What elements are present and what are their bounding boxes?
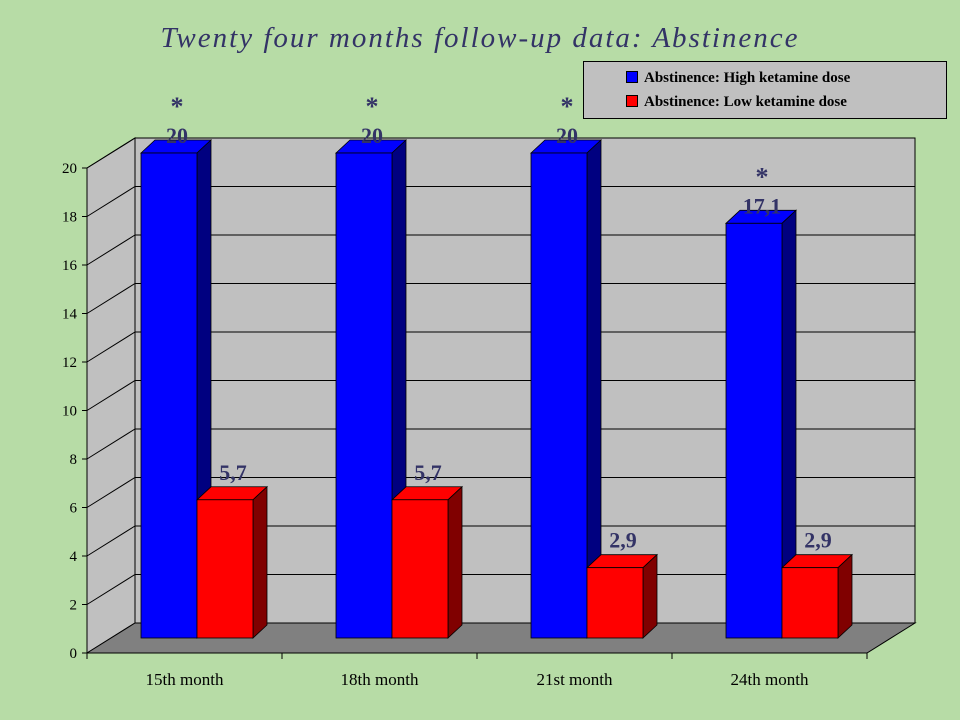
gridline: [86, 331, 915, 363]
bar-high-dose-0: [140, 152, 198, 639]
gridline: [86, 234, 915, 266]
significance-marker: *: [756, 162, 769, 191]
gridline: [86, 283, 915, 314]
legend-entry-low-dose: Abstinence: Low ketamine dose: [626, 92, 847, 112]
gridline: [86, 186, 915, 217]
gridline: [86, 137, 915, 169]
legend-entry-high-dose: Abstinence: High ketamine dose: [626, 68, 850, 88]
y-tick-label: 18: [62, 210, 77, 226]
legend-label-low-dose: Abstinence: Low ketamine dose: [644, 94, 847, 110]
bar-high-dose-3: [725, 222, 783, 639]
data-label-low-dose: 5,7: [219, 460, 247, 485]
bar-low-dose-2: [586, 567, 644, 639]
y-tick-label: 6: [70, 501, 78, 517]
data-label-low-dose: 2,9: [609, 528, 637, 553]
y-tick-label: 14: [62, 307, 78, 323]
legend-label-high-dose: Abstinence: High ketamine dose: [644, 70, 851, 86]
bar-low-dose-3: [781, 567, 839, 639]
y-tick-label: 12: [62, 355, 77, 371]
chart-legend: Abstinence: High ketamine dose Abstinenc…: [583, 61, 947, 119]
bar-high-dose-1: [335, 152, 393, 639]
bar-high-dose-2: [530, 152, 588, 639]
bar-low-dose-1: [391, 499, 449, 639]
significance-marker: *: [366, 92, 379, 121]
significance-marker: *: [561, 92, 574, 121]
y-tick-label: 10: [62, 404, 77, 420]
y-tick-label: 4: [70, 549, 78, 565]
data-label-high-dose: 17,1: [743, 193, 782, 218]
y-tick-label: 16: [62, 258, 78, 274]
data-label-low-dose: 5,7: [414, 460, 442, 485]
data-label-low-dose: 2,9: [804, 528, 832, 553]
bar-side-low-dose-1: [447, 485, 463, 639]
gridline: [86, 428, 915, 460]
x-tick-label: 15th month: [146, 670, 224, 689]
gridline: [86, 525, 915, 557]
bar-side-low-dose-2: [642, 553, 658, 639]
data-label-high-dose: 20: [361, 123, 383, 148]
significance-marker: *: [171, 92, 184, 121]
bar-side-low-dose-3: [837, 553, 853, 639]
x-tick-label: 24th month: [731, 670, 809, 689]
chart-title: Twenty four months follow-up data: Absti…: [160, 22, 800, 54]
bar-low-dose-0: [196, 499, 254, 639]
gridline: [86, 380, 915, 411]
data-label-high-dose: 20: [166, 123, 188, 148]
legend-swatch-high-dose: [626, 70, 638, 83]
legend-swatch-low-dose: [626, 94, 638, 107]
gridline: [86, 477, 915, 508]
x-tick-label: 18th month: [341, 670, 419, 689]
y-tick-label: 8: [70, 452, 78, 468]
y-tick-label: 2: [70, 598, 78, 614]
x-tick-label: 21st month: [536, 670, 613, 689]
bar-side-low-dose-0: [252, 485, 268, 639]
y-tick-label: 20: [62, 161, 77, 177]
data-label-high-dose: 20: [556, 123, 578, 148]
y-tick-label: 0: [70, 646, 78, 662]
